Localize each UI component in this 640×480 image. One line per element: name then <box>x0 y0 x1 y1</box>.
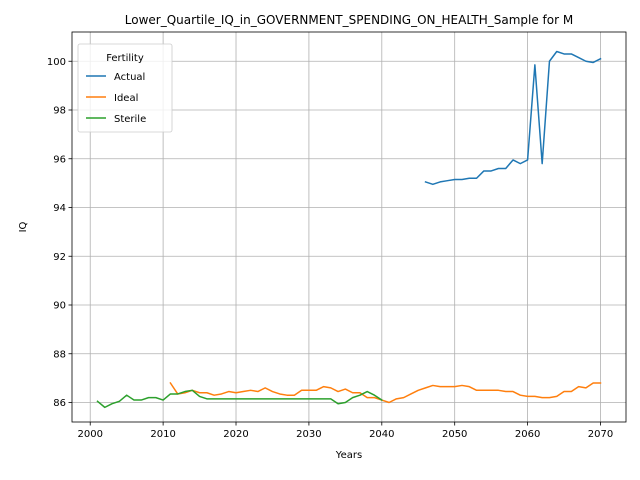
x-tick-label: 2020 <box>223 429 248 440</box>
x-tick-label: 2010 <box>150 429 175 440</box>
x-axis-label: Years <box>335 450 362 461</box>
y-axis-label: IQ <box>18 221 29 232</box>
y-tick-label: 98 <box>53 106 66 117</box>
legend-entry-label: Ideal <box>114 93 138 104</box>
x-tick-label: 2030 <box>296 429 321 440</box>
x-tick-label: 2040 <box>369 429 394 440</box>
legend-entry-label: Sterile <box>114 114 146 125</box>
legend: Fertility Actual Ideal Sterile <box>78 44 172 132</box>
y-tick-label: 100 <box>47 57 66 68</box>
legend-title: Fertility <box>106 53 144 64</box>
y-tick-label: 96 <box>53 154 66 165</box>
y-tick-label: 86 <box>53 398 66 409</box>
y-tick-label: 90 <box>53 301 66 312</box>
legend-entry-label: Actual <box>114 72 145 83</box>
x-tick-label: 2070 <box>588 429 613 440</box>
y-tick-label: 92 <box>53 252 66 263</box>
x-tick-label: 2050 <box>442 429 467 440</box>
x-tick-label: 2000 <box>77 429 102 440</box>
y-tick-label: 94 <box>53 203 66 214</box>
y-tick-label: 88 <box>53 349 66 360</box>
chart-title: Lower_Quartile_IQ_in_GOVERNMENT_SPENDING… <box>125 13 573 27</box>
x-tick-label: 2060 <box>515 429 540 440</box>
